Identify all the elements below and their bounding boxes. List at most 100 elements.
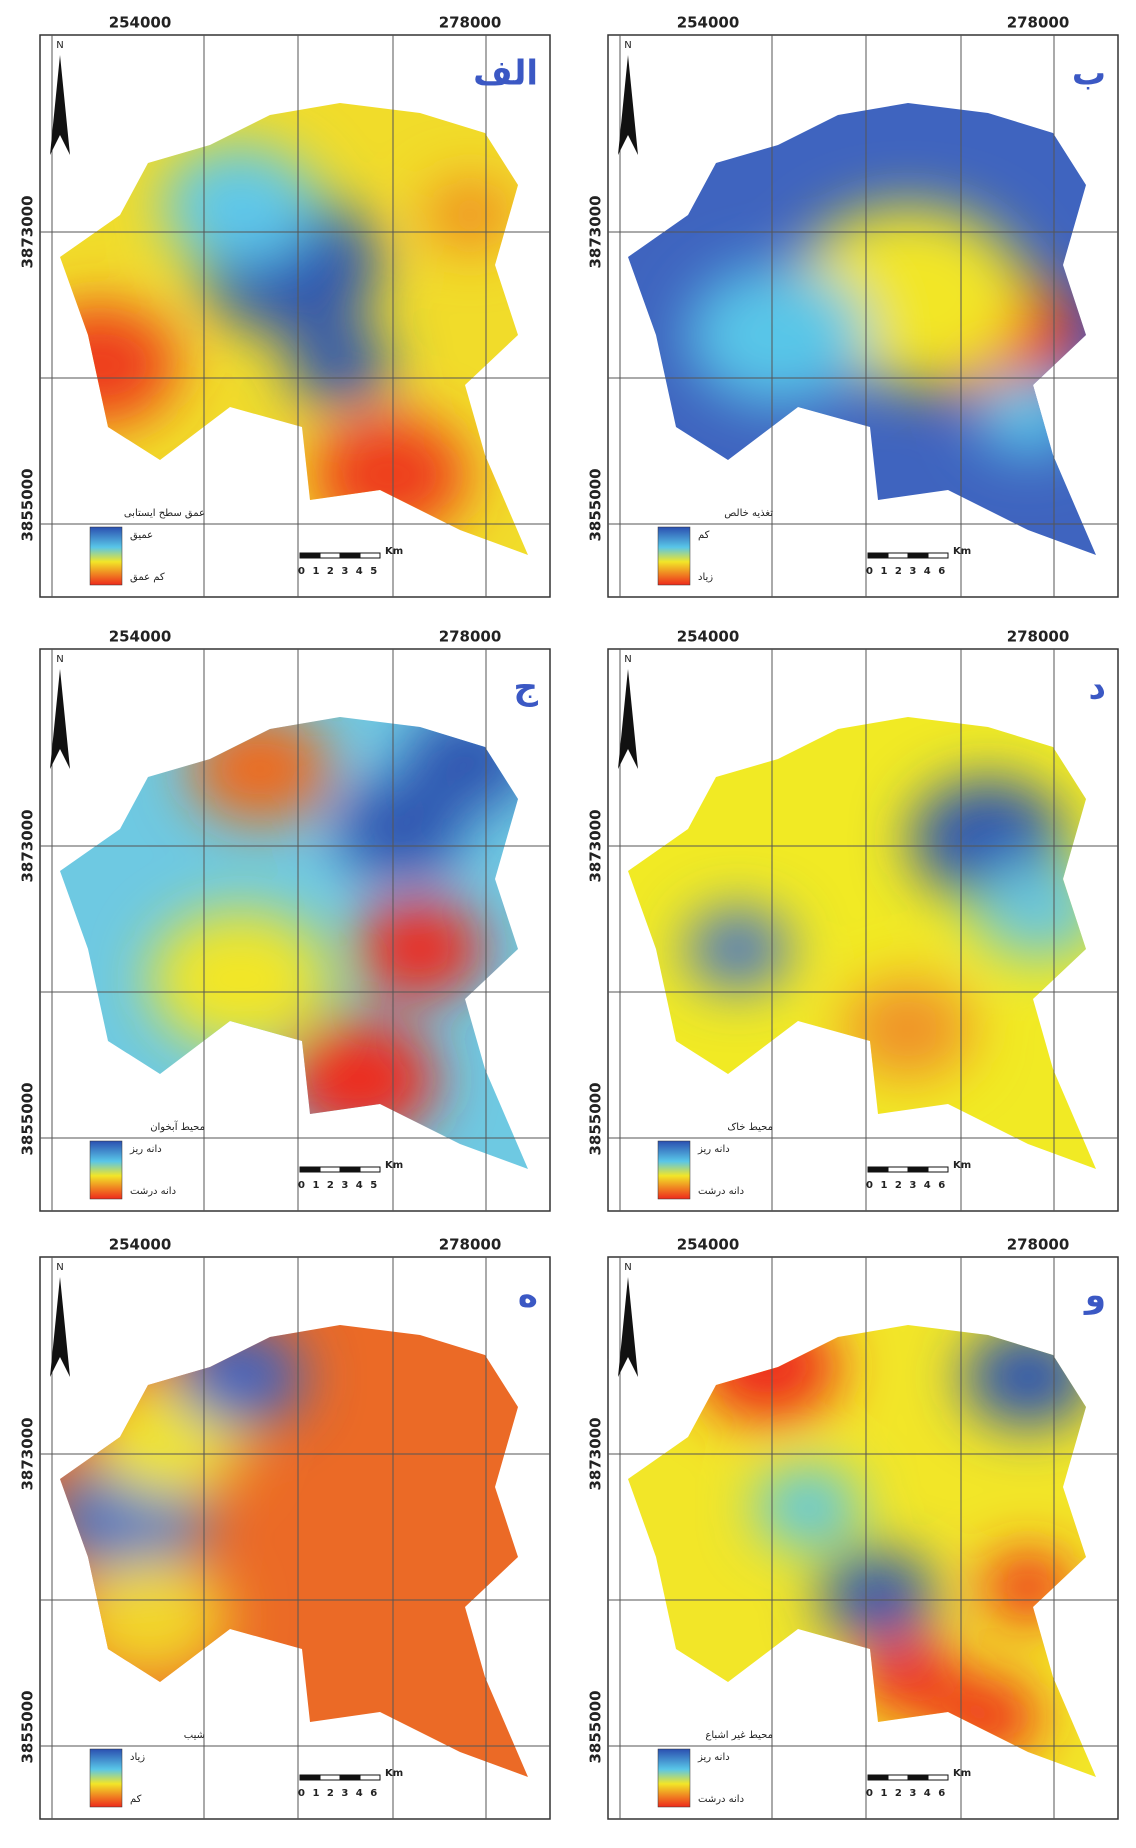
zone (820, 1552, 937, 1642)
y-coordinate: 3855000 (19, 468, 37, 541)
scale-numbers: 0 1 2 3 4 6 (866, 1180, 947, 1191)
y-coordinate: 3873000 (587, 809, 605, 882)
panel-letter: ج (513, 668, 538, 708)
legend-title: تغذیه خالص (724, 508, 773, 519)
x-coordinate: 254000 (677, 628, 740, 646)
scale-segment (360, 553, 380, 558)
legend-high: دانه ریز (129, 1144, 162, 1155)
zone (162, 145, 318, 265)
scale-segment (868, 553, 888, 558)
scale-segment (300, 1167, 320, 1172)
scale-segment (340, 1775, 360, 1780)
legend-high: کم (698, 530, 710, 541)
legend-high: زیاد (130, 1752, 145, 1763)
scale-unit: Km (385, 546, 403, 557)
scale-segment (320, 1167, 340, 1172)
legend-gradient (658, 1749, 690, 1807)
map-panel: 254000 278000 3873000 3855000 الف N عمق سطح ای… (19, 14, 551, 598)
legend-gradient (90, 1141, 122, 1199)
north-label: N (624, 654, 631, 665)
y-coordinate: 3855000 (19, 1690, 37, 1763)
y-coordinate: 3855000 (19, 1082, 37, 1155)
scale-numbers: 0 1 2 3 4 6 (298, 1788, 379, 1799)
scale-segment (360, 1775, 380, 1780)
zone (686, 909, 790, 989)
north-label: N (56, 1262, 63, 1273)
scale-segment (928, 553, 948, 558)
scale-unit: Km (385, 1160, 403, 1171)
map-figure: 254000 278000 3873000 3855000 الف N عمق سطح ای… (0, 0, 1136, 1848)
legend-gradient (658, 527, 690, 585)
scale-segment (868, 1775, 888, 1780)
panel-letter: ه (518, 1276, 538, 1316)
y-coordinate: 3873000 (19, 809, 37, 882)
legend-high: دانه ریز (697, 1752, 730, 1763)
scale-segment (300, 1775, 320, 1780)
scale-numbers: 0 1 2 3 4 6 (866, 1788, 947, 1799)
y-coordinate: 3873000 (587, 1417, 605, 1490)
scale-unit: Km (953, 1768, 971, 1779)
north-label: N (56, 40, 63, 51)
legend-low: زیاد (698, 572, 713, 583)
scale-segment (908, 553, 928, 558)
scale-segment (320, 1775, 340, 1780)
scale-segment (340, 1167, 360, 1172)
legend-title: عمق سطح ایستابی (124, 508, 205, 519)
zone (687, 265, 869, 405)
panel-letter: د (1089, 668, 1106, 708)
x-coordinate: 278000 (439, 1236, 502, 1254)
legend-title: محیط غیر اشباع (705, 1730, 773, 1741)
x-coordinate: 278000 (1007, 628, 1070, 646)
panel-letter: ب (1072, 54, 1106, 94)
north-label: N (624, 1262, 631, 1273)
scale-numbers: 0 1 2 3 4 6 (866, 566, 947, 577)
scale-unit: Km (953, 546, 971, 557)
y-coordinate: 3873000 (19, 1417, 37, 1490)
scale-segment (908, 1775, 928, 1780)
x-coordinate: 278000 (1007, 14, 1070, 32)
scale-segment (888, 1167, 908, 1172)
scale-numbers: 0 1 2 3 4 5 (298, 1180, 379, 1191)
legend-high: دانه ریز (697, 1144, 730, 1155)
panel-letter: الف (473, 54, 538, 94)
legend-low: دانه درشت (130, 1186, 176, 1197)
scale-segment (888, 1775, 908, 1780)
map-panel: 25400027800038730003855000هNشیبزیادکمKm0… (19, 1236, 551, 1820)
scale-segment (908, 1167, 928, 1172)
scale-segment (868, 1167, 888, 1172)
legend-low: کم عمق (130, 572, 165, 583)
scale-segment (320, 553, 340, 558)
x-coordinate: 254000 (109, 628, 172, 646)
legend-title: شیب (184, 1730, 205, 1741)
zone (355, 899, 485, 999)
x-coordinate: 254000 (677, 1236, 740, 1254)
x-coordinate: 254000 (109, 14, 172, 32)
scale-segment (360, 1167, 380, 1172)
legend-gradient (658, 1141, 690, 1199)
zone (425, 180, 516, 250)
scale-segment (928, 1775, 948, 1780)
legend-low: دانه درشت (698, 1186, 744, 1197)
y-coordinate: 3873000 (587, 195, 605, 268)
north-label: N (56, 654, 63, 665)
x-coordinate: 254000 (109, 1236, 172, 1254)
y-coordinate: 3855000 (587, 468, 605, 541)
legend-title: محیط آبخوان (150, 1120, 205, 1133)
legend-gradient (90, 527, 122, 585)
scale-segment (340, 553, 360, 558)
scale-segment (928, 1167, 948, 1172)
y-coordinate: 3873000 (19, 195, 37, 268)
scale-segment (300, 553, 320, 558)
x-coordinate: 278000 (439, 14, 502, 32)
scale-unit: Km (385, 1768, 403, 1779)
y-coordinate: 3855000 (587, 1690, 605, 1763)
legend-gradient (90, 1749, 122, 1807)
zone (335, 779, 465, 879)
scale-unit: Km (953, 1160, 971, 1171)
panel-letter: و (1083, 1276, 1106, 1316)
legend-high: عمیق (130, 530, 153, 541)
